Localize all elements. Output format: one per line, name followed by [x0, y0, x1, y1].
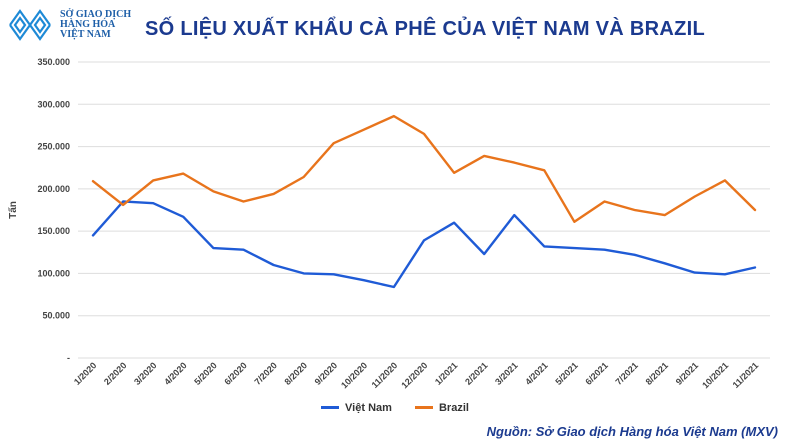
y-tick-label: 300.000 [37, 99, 70, 109]
legend-item-brazil: Brazil [414, 401, 469, 414]
legend-label-vietnam: Việt Nam [345, 401, 392, 414]
x-tick-label: 1/2021 [433, 360, 460, 387]
x-tick-label: 9/2020 [313, 360, 340, 387]
x-tick-label: 9/2021 [674, 360, 701, 387]
x-tick-label: 2/2021 [463, 360, 490, 387]
y-tick-label: 250.000 [37, 142, 70, 152]
x-tick-label: 10/2021 [700, 360, 730, 390]
x-tick-label: 6/2021 [583, 360, 610, 387]
chart-legend: Việt Nam Brazil [0, 400, 790, 414]
x-tick-label: 3/2020 [132, 360, 159, 387]
x-tick-label: 6/2020 [222, 360, 249, 387]
x-tick-label: 2/2020 [102, 360, 129, 387]
x-tick-label: 5/2020 [192, 360, 219, 387]
logo-line-2: HÀNG HÓA [60, 19, 116, 30]
x-tick-label: 10/2020 [339, 360, 369, 390]
legend-swatch-vietnam [321, 406, 340, 409]
x-tick-label: 3/2021 [493, 360, 520, 387]
x-tick-label: 11/2020 [370, 360, 400, 390]
logo-line-3: VIỆT NAM [60, 29, 111, 40]
y-tick-label: 350.000 [37, 57, 70, 67]
y-tick-label: - [67, 353, 70, 363]
logo-mark-icon [9, 9, 51, 41]
legend-label-brazil: Brazil [438, 401, 469, 414]
x-tick-label: 12/2020 [399, 360, 429, 390]
logo-text: SỞ GIAO DỊCH HÀNG HÓA VIỆT NAM [60, 10, 131, 40]
y-tick-label: 50.000 [42, 311, 70, 321]
legend-swatch-brazil [414, 406, 433, 409]
x-tick-label: 4/2020 [162, 360, 189, 387]
x-tick-label: 11/2021 [731, 360, 761, 390]
y-tick-label: 150.000 [37, 226, 70, 236]
x-tick-label: 8/2021 [644, 360, 671, 387]
x-tick-label: 8/2020 [283, 360, 310, 387]
chart-title: SỐ LIỆU XUẤT KHẨU CÀ PHÊ CỦA VIỆT NAM VÀ… [144, 18, 706, 40]
x-tick-label: 7/2021 [613, 360, 640, 387]
y-tick-label: 200.000 [37, 184, 70, 194]
series-line-vietnam [91, 200, 757, 289]
logo-line-1: SỞ GIAO DỊCH [60, 9, 132, 20]
brand-logo: SỞ GIAO DỊCH HÀNG HÓA VIỆT NAM [8, 6, 188, 46]
y-tick-label: 100.000 [37, 268, 70, 278]
x-tick-label: 5/2021 [553, 360, 580, 387]
x-tick-label: 7/2020 [252, 360, 279, 387]
x-tick-label: 4/2021 [523, 360, 550, 387]
x-tick-label: 1/2020 [72, 360, 99, 387]
y-axis-title: Tấn [7, 201, 19, 219]
source-note: Nguồn: Sở Giao dịch Hàng hóa Việt Nam (M… [486, 424, 778, 439]
series-line-brazil [91, 114, 757, 224]
legend-item-vietnam: Việt Nam [321, 402, 392, 414]
